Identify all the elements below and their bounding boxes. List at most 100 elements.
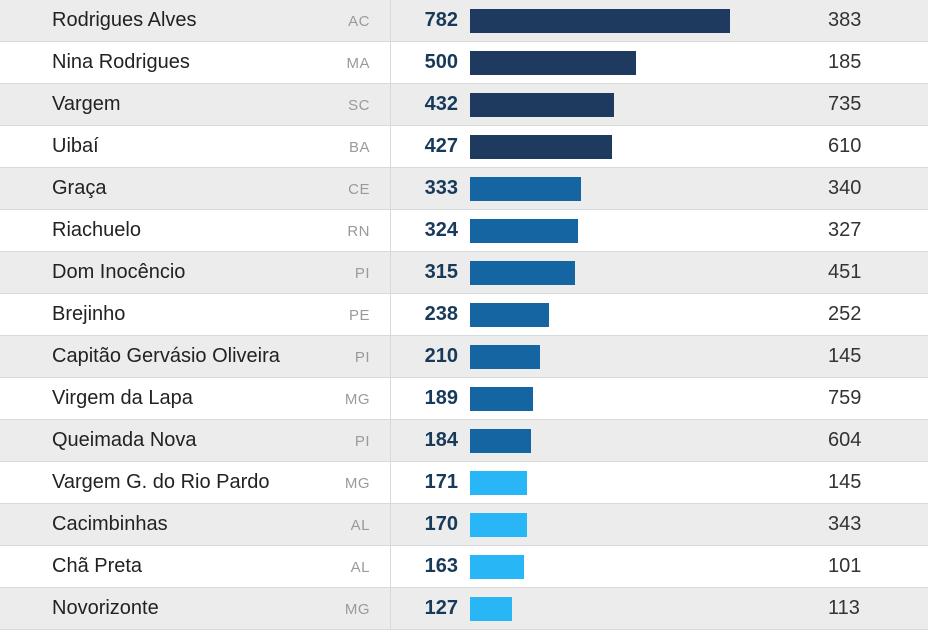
bar [470, 597, 512, 621]
city-name: Vargem [52, 93, 121, 116]
bar [470, 219, 578, 243]
ranking-table: Rodrigues AlvesAC782383 Nina Rodrigues MA5… [0, 0, 928, 630]
table-row: Queimada NovaPI184604 [0, 420, 928, 462]
secondary-value: 610 [828, 135, 928, 158]
table-row: Dom Inocêncio PI315 451 [0, 252, 928, 294]
city-cell: Capitão Gervásio Oliveira PI [0, 345, 390, 368]
primary-value: 189 [390, 378, 470, 419]
state-code: PI [355, 433, 390, 450]
bar [470, 513, 527, 537]
secondary-value: 451 [828, 261, 928, 284]
secondary-value: 185 [828, 51, 928, 74]
city-cell: Vargem SC [0, 93, 390, 116]
city-cell: Brejinho PE [0, 303, 390, 326]
bar [470, 9, 730, 33]
bar-cell [470, 504, 828, 545]
bar-cell [470, 294, 828, 335]
primary-value: 324 [390, 210, 470, 251]
bar [470, 261, 575, 285]
city-name: Capitão Gervásio Oliveira [52, 345, 280, 368]
city-name: Nina Rodrigues [52, 51, 190, 74]
table-row: Nina Rodrigues MA500 185 [0, 42, 928, 84]
state-code: BA [349, 139, 390, 156]
state-code: SC [348, 97, 390, 114]
city-name: Brejinho [52, 303, 125, 326]
city-name: Queimada Nova [52, 429, 197, 452]
city-cell: Graça CE [0, 177, 390, 200]
secondary-value: 145 [828, 345, 928, 368]
table-row: Chã PretaAL163101 [0, 546, 928, 588]
bar [470, 177, 581, 201]
bar [470, 471, 527, 495]
secondary-value: 340 [828, 177, 928, 200]
bar-cell [470, 546, 828, 587]
city-name: Cacimbinhas [52, 513, 168, 536]
table-row: RiachueloRN324327 [0, 210, 928, 252]
city-cell: Nina Rodrigues MA [0, 51, 390, 74]
city-cell: NovorizonteMG [0, 597, 390, 620]
state-code: MA [347, 55, 391, 72]
bar-cell [470, 42, 828, 83]
bar-cell [470, 462, 828, 503]
secondary-value: 252 [828, 303, 928, 326]
primary-value: 127 [390, 588, 470, 629]
secondary-value: 383 [828, 9, 928, 32]
city-name: Novorizonte [52, 597, 159, 620]
bar-cell [470, 210, 828, 251]
city-name: Dom Inocêncio [52, 261, 185, 284]
secondary-value: 101 [828, 555, 928, 578]
state-code: AC [348, 13, 390, 30]
secondary-value: 113 [828, 597, 928, 620]
state-code: MG [345, 475, 390, 492]
bar-cell [470, 84, 828, 125]
primary-value: 163 [390, 546, 470, 587]
bar-cell [470, 336, 828, 377]
city-cell: Virgem da Lapa MG [0, 387, 390, 410]
table-row: Vargem G. do Rio PardoMG171145 [0, 462, 928, 504]
secondary-value: 604 [828, 429, 928, 452]
table-row: Uibaí BA427 610 [0, 126, 928, 168]
secondary-value: 145 [828, 471, 928, 494]
bar [470, 387, 533, 411]
state-code: RN [347, 223, 390, 240]
city-cell: Riachuelo RN [0, 219, 390, 242]
table-row: Graça CE333 340 [0, 168, 928, 210]
state-code: PI [355, 265, 390, 282]
state-code: PE [349, 307, 390, 324]
bar [470, 93, 614, 117]
primary-value: 432 [390, 84, 470, 125]
city-cell: Cacimbinhas AL [0, 513, 390, 536]
bar [470, 345, 540, 369]
city-name: Riachuelo [52, 219, 141, 242]
city-name: Vargem G. do Rio Pardo [52, 471, 270, 494]
city-cell: Vargem G. do Rio Pardo MG [0, 471, 390, 494]
table-row: Rodrigues AlvesAC782383 [0, 0, 928, 42]
state-code: MG [345, 391, 390, 408]
state-code: CE [348, 181, 390, 198]
bar-cell [470, 0, 828, 41]
bar [470, 51, 636, 75]
table-row: Virgem da LapaMG189759 [0, 378, 928, 420]
primary-value: 238 [390, 294, 470, 335]
bar [470, 555, 524, 579]
primary-value: 500 [390, 42, 470, 83]
city-name: Virgem da Lapa [52, 387, 193, 410]
bar-cell [470, 588, 828, 629]
table-row: Brejinho PE238 252 [0, 294, 928, 336]
bar [470, 135, 612, 159]
bar-cell [470, 420, 828, 461]
table-row: Capitão Gervásio OliveiraPI210145 [0, 336, 928, 378]
city-name: Chã Preta [52, 555, 142, 578]
bar-cell [470, 168, 828, 209]
city-cell: Uibaí BA [0, 135, 390, 158]
state-code: PI [355, 349, 390, 366]
city-name: Uibaí [52, 135, 99, 158]
city-name: Graça [52, 177, 106, 200]
state-code: AL [351, 517, 390, 534]
table-row: CacimbinhasAL170343 [0, 504, 928, 546]
primary-value: 315 [390, 252, 470, 293]
bar-cell [470, 378, 828, 419]
primary-value: 427 [390, 126, 470, 167]
primary-value: 333 [390, 168, 470, 209]
bar-cell [470, 126, 828, 167]
